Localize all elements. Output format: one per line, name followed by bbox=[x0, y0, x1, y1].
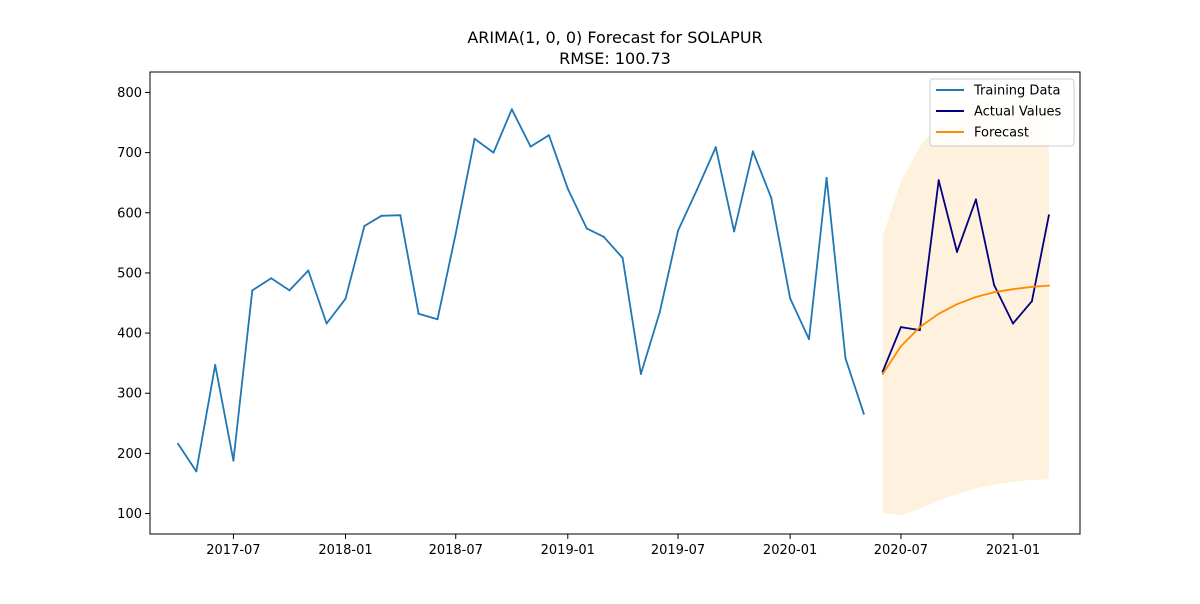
legend-label: Actual Values bbox=[974, 105, 1062, 120]
data-point-training-data bbox=[547, 134, 550, 137]
data-point-training-data bbox=[307, 269, 310, 272]
legend-label: Training Data bbox=[973, 84, 1060, 99]
data-point-training-data bbox=[417, 312, 420, 315]
data-point-training-data bbox=[844, 357, 847, 360]
x-tick-label: 2021-01 bbox=[986, 543, 1040, 558]
data-point-training-data bbox=[602, 235, 605, 238]
data-point-forecast bbox=[1012, 288, 1014, 291]
y-axis: 100 200 300 400 500 600 700 800 bbox=[117, 86, 150, 522]
x-tick-label: 2019-01 bbox=[541, 543, 595, 558]
data-point-training-data bbox=[288, 289, 291, 292]
data-point-training-data bbox=[677, 229, 679, 232]
y-tick-label: 400 bbox=[117, 327, 142, 342]
x-tick-label: 2018-07 bbox=[429, 543, 483, 558]
y-tick-label: 300 bbox=[117, 387, 142, 402]
data-point-forecast bbox=[974, 296, 977, 298]
y-tick-label: 700 bbox=[117, 146, 142, 161]
series-line-forecast bbox=[881, 284, 1049, 375]
x-tick-label: 2020-01 bbox=[763, 543, 817, 558]
data-point-training-data bbox=[214, 364, 217, 366]
data-point-actual-values bbox=[937, 179, 940, 182]
axes-frame bbox=[149, 71, 1081, 535]
data-point-training-data bbox=[380, 214, 383, 217]
data-point-forecast bbox=[1030, 285, 1033, 288]
data-point-training-data bbox=[714, 146, 717, 149]
data-point-training-data bbox=[566, 187, 569, 190]
data-point-actual-values bbox=[1047, 214, 1050, 217]
legend-label: Forecast bbox=[974, 126, 1029, 141]
data-point-training-data bbox=[195, 470, 198, 473]
y-tick-label: 800 bbox=[117, 86, 142, 101]
data-point-training-data bbox=[825, 176, 828, 179]
data-point-forecast bbox=[881, 373, 884, 375]
data-point-training-data bbox=[251, 289, 254, 292]
data-point-training-data bbox=[808, 338, 810, 341]
data-point-training-data bbox=[510, 108, 513, 111]
data-point-training-data bbox=[585, 227, 588, 230]
data-point-training-data bbox=[695, 188, 698, 191]
data-point-forecast bbox=[956, 303, 958, 306]
data-point-actual-values bbox=[1030, 300, 1033, 303]
series-line-actual-values bbox=[881, 179, 1050, 372]
data-point-training-data bbox=[751, 150, 754, 153]
y-tick-label: 100 bbox=[117, 507, 142, 522]
data-point-forecast bbox=[918, 326, 921, 329]
x-tick-label: 2020-07 bbox=[874, 543, 928, 558]
data-point-training-data bbox=[658, 311, 661, 313]
data-point-forecast bbox=[899, 345, 902, 348]
legend-box bbox=[929, 78, 1075, 147]
chart-title: ARIMA(1, 0, 0) Forecast for SOLAPUR bbox=[467, 28, 762, 47]
y-tick-label: 600 bbox=[117, 206, 142, 221]
data-point-training-data bbox=[789, 297, 792, 300]
series-line-training-data bbox=[177, 108, 865, 473]
data-point-actual-values bbox=[899, 326, 902, 329]
x-tick-label: 2019-07 bbox=[651, 543, 705, 558]
data-point-training-data bbox=[770, 196, 773, 199]
data-point-training-data bbox=[363, 225, 366, 227]
data-point-actual-values bbox=[918, 329, 921, 332]
x-tick-label: 2017-07 bbox=[206, 543, 260, 558]
data-point-training-data bbox=[344, 297, 347, 300]
data-point-forecast bbox=[937, 312, 940, 315]
data-point-forecast bbox=[993, 291, 996, 294]
y-tick-label: 500 bbox=[117, 266, 142, 281]
data-point-training-data bbox=[862, 412, 865, 415]
data-point-training-data bbox=[232, 459, 235, 462]
plot-area bbox=[177, 92, 1050, 516]
x-axis: 2017-07 2018-01 2018-07 2019-01 2019-07 2020-… bbox=[206, 534, 1040, 558]
data-point-actual-values bbox=[956, 250, 958, 253]
data-point-training-data bbox=[325, 322, 328, 325]
chart-subtitle: RMSE: 100.73 bbox=[559, 49, 671, 68]
x-tick-label: 2018-01 bbox=[318, 543, 372, 558]
data-point-training-data bbox=[454, 232, 457, 235]
data-point-training-data bbox=[436, 318, 439, 321]
data-point-training-data bbox=[492, 151, 495, 154]
data-point-forecast bbox=[1047, 284, 1050, 287]
data-point-actual-values bbox=[1012, 322, 1014, 325]
data-point-training-data bbox=[473, 137, 476, 140]
data-point-training-data bbox=[177, 442, 179, 445]
data-point-training-data bbox=[639, 373, 642, 375]
data-point-training-data bbox=[399, 214, 402, 217]
data-point-actual-values bbox=[993, 284, 996, 286]
data-point-training-data bbox=[270, 277, 273, 280]
y-tick-label: 200 bbox=[117, 447, 142, 462]
legend: Training Data Actual Values Forecast bbox=[929, 78, 1075, 147]
data-point-training-data bbox=[621, 256, 624, 259]
data-point-training-data bbox=[529, 145, 532, 148]
confidence-band bbox=[882, 92, 1049, 516]
data-point-training-data bbox=[733, 230, 736, 233]
data-point-actual-values bbox=[974, 198, 977, 201]
